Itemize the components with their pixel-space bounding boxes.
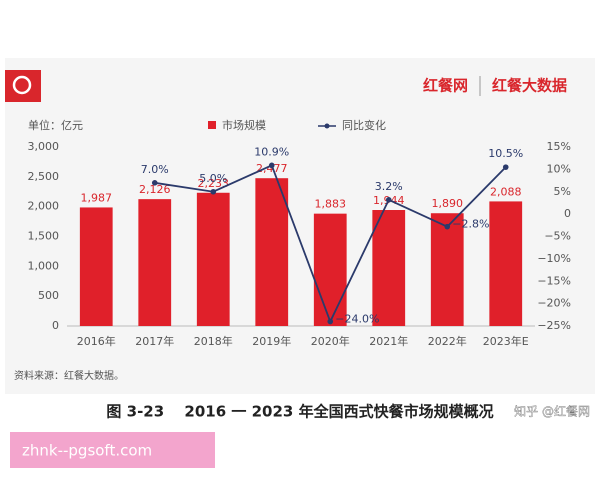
bar-label: 1,890 (432, 197, 464, 210)
bar (196, 192, 230, 326)
y2-tick-label: −10% (537, 252, 571, 265)
line-point (444, 223, 451, 230)
line-label: 10.9% (254, 145, 289, 158)
icon-glass (12, 75, 32, 95)
bar-label: 1,987 (81, 191, 113, 204)
y-tick-label: 3,000 (28, 140, 60, 153)
logo2: 红餐大数据 (492, 77, 567, 95)
x-tick-label: 2022年 (428, 334, 467, 348)
y-tick-label: 500 (38, 289, 59, 302)
bar (255, 178, 289, 326)
icon (5, 70, 41, 102)
y-tick-label: 2,500 (28, 170, 60, 183)
y-tick-label: 2,000 (28, 200, 60, 213)
y2-tick-label: −15% (537, 274, 571, 287)
bar (313, 213, 347, 326)
x-tick-label: 2019年 (252, 334, 291, 348)
watermark: 知乎 @红餐网 (514, 404, 590, 419)
line-label: −2.8% (452, 218, 489, 231)
x-tick-label: 2020年 (311, 334, 350, 348)
line-label: 10.5% (488, 147, 523, 160)
caption: 图 3-23 2016 一 2023 年全国西式快餐市场规模概况 (106, 403, 493, 421)
legend-label: 市场规模 (222, 118, 266, 132)
x-tick-label: 2023年E (483, 334, 529, 348)
bar-label: 2,126 (139, 183, 171, 196)
banner-text: zhnk--pgsoft.com (22, 442, 152, 460)
y-tick-label: 1,500 (28, 230, 60, 243)
bar-label: 2,477 (256, 162, 288, 175)
y2-tick-label: 15% (547, 140, 571, 153)
y2-tick-label: 0 (564, 207, 571, 220)
line-label: 7.0% (141, 163, 169, 176)
y2-tick-label: −5% (544, 230, 571, 243)
x-tick-label: 2018年 (194, 334, 233, 348)
line-point (502, 164, 509, 170)
line-label: 3.2% (375, 180, 403, 193)
x-tick-label: 2017年 (135, 334, 174, 348)
y2-tick-label: −25% (537, 319, 571, 332)
y2-tick-label: 10% (547, 162, 571, 175)
line-label: 5.0% (199, 172, 227, 185)
bar (79, 207, 113, 326)
bar-label: 2,088 (490, 185, 522, 198)
source: 资料来源：红餐大数据。 (14, 369, 124, 382)
banner (10, 432, 215, 468)
line-point (268, 162, 275, 169)
line-label: −24.0% (335, 313, 379, 326)
legend-swatch (208, 121, 216, 129)
line-point (210, 188, 217, 195)
y-tick-label: 1,000 (28, 259, 60, 272)
y2-tick-label: −20% (537, 297, 571, 310)
line-point (385, 197, 392, 203)
bar (372, 210, 406, 326)
bar (138, 199, 172, 326)
bar-label: 2,233 (198, 177, 230, 190)
bar-label: 1,883 (315, 198, 347, 211)
unit-label: 单位：亿元 (28, 118, 83, 132)
x-tick-label: 2021年 (369, 334, 408, 348)
legend-label: 同比变化 (342, 118, 386, 132)
x-tick-label: 2016年 (77, 334, 116, 348)
bar (430, 213, 464, 326)
line-point (327, 318, 334, 325)
bar (489, 201, 523, 326)
logo: 红餐网 (423, 77, 468, 95)
plot: 0 500 1,000 1,500 2,000 2,500 3,000 −25% −20% −15… (28, 140, 572, 348)
legend-swatch (324, 123, 330, 129)
y-tick-label: 0 (52, 319, 59, 332)
line-point (151, 180, 158, 186)
y2-tick-label: 5% (554, 185, 571, 198)
